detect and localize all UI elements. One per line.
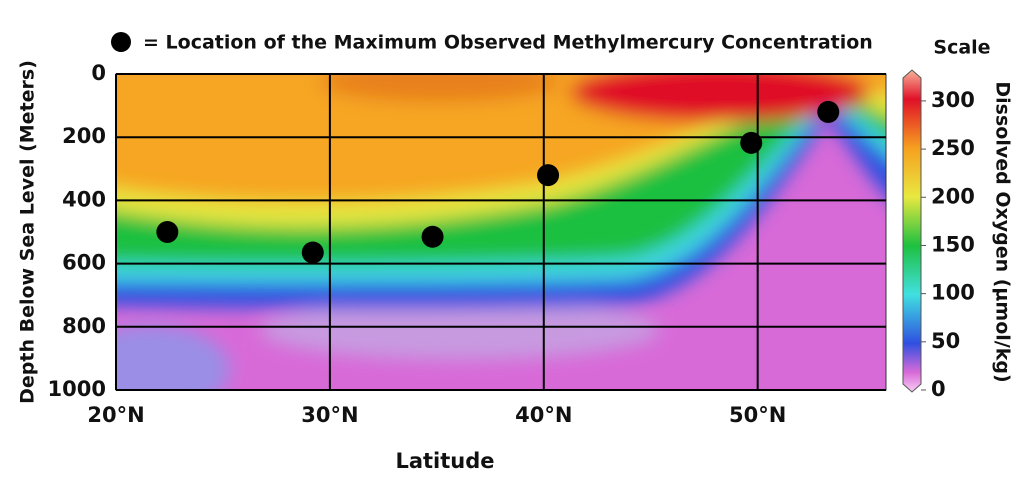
colorbar-tick-label: 0 <box>931 377 946 401</box>
y-tick-label: 800 <box>62 314 106 338</box>
data-point <box>156 221 179 243</box>
colorbar-tick-label: 50 <box>931 329 960 353</box>
x-tick-label: 20°N <box>87 403 144 427</box>
x-tick-label: 50°N <box>729 403 786 427</box>
colorbar-tick-label: 150 <box>931 232 975 256</box>
data-point <box>421 225 444 248</box>
colorbar <box>902 69 922 393</box>
colorbar-tick-label: 300 <box>931 88 975 112</box>
x-tick-label: 40°N <box>515 403 572 427</box>
colorbar-tick-label: 200 <box>931 184 975 208</box>
legend-text: = Location of the Maximum Observed Methy… <box>143 32 873 54</box>
y-tick-label: 400 <box>62 187 106 211</box>
x-axis-title: Latitude <box>395 449 494 473</box>
oxygen-field <box>116 74 886 390</box>
y-tick-label: 1000 <box>48 377 106 401</box>
data-point <box>817 100 840 123</box>
colorbar-title: Scale <box>933 37 990 59</box>
data-point <box>301 241 324 264</box>
legend-marker <box>111 32 131 52</box>
y-tick-label: 0 <box>91 61 106 85</box>
colorbar-label: Dissolved Oxygen (µmol/kg) <box>992 81 1014 382</box>
colorbar-tick-label: 250 <box>931 136 975 160</box>
y-axis-title: Depth Below Sea Level (Meters) <box>17 60 39 404</box>
data-point <box>537 164 560 187</box>
x-tick-label: 30°N <box>301 403 358 427</box>
data-point <box>740 131 763 154</box>
colorbar-tick-label: 100 <box>931 281 975 305</box>
y-tick-label: 200 <box>62 124 106 148</box>
y-tick-label: 600 <box>62 251 106 275</box>
